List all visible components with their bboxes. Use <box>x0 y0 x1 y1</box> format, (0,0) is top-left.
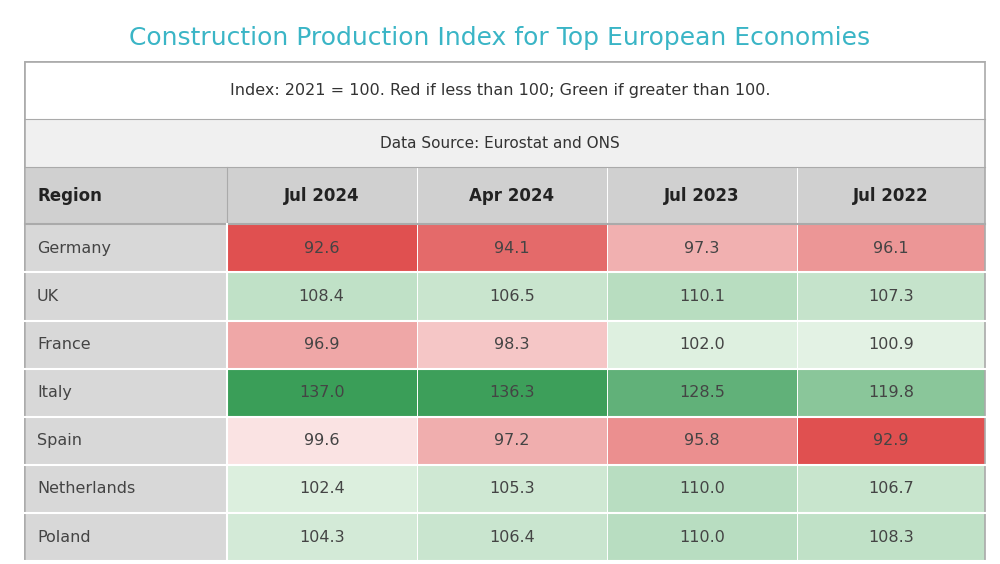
Bar <box>25 62 985 561</box>
Bar <box>417 513 607 561</box>
Bar <box>607 369 797 417</box>
Text: 106.5: 106.5 <box>489 289 535 304</box>
Bar <box>797 513 985 561</box>
Text: 128.5: 128.5 <box>679 385 725 400</box>
Bar <box>227 167 417 224</box>
Text: 97.3: 97.3 <box>684 241 719 256</box>
Bar <box>227 513 417 561</box>
Text: Apr 2024: Apr 2024 <box>469 187 554 205</box>
Bar <box>417 167 607 224</box>
Text: Data Source: Eurostat and ONS: Data Source: Eurostat and ONS <box>380 136 620 151</box>
Text: 96.1: 96.1 <box>873 241 909 256</box>
Bar <box>25 62 985 120</box>
Text: France: France <box>37 337 91 352</box>
Bar <box>25 320 227 369</box>
Text: Germany: Germany <box>37 241 111 256</box>
Bar <box>25 417 227 465</box>
Text: 105.3: 105.3 <box>489 482 535 496</box>
Bar <box>25 120 985 167</box>
Bar <box>227 417 417 465</box>
Text: 97.2: 97.2 <box>494 433 529 448</box>
Bar <box>417 224 607 272</box>
Bar <box>227 369 417 417</box>
Bar <box>607 320 797 369</box>
Text: 136.3: 136.3 <box>489 385 534 400</box>
Text: 104.3: 104.3 <box>299 530 344 545</box>
Text: 108.4: 108.4 <box>299 289 345 304</box>
Text: 100.9: 100.9 <box>868 337 914 352</box>
Text: 106.7: 106.7 <box>868 482 914 496</box>
Bar <box>607 417 797 465</box>
Bar <box>25 224 227 272</box>
Bar <box>227 272 417 320</box>
Text: Jul 2024: Jul 2024 <box>284 187 359 205</box>
Text: 110.0: 110.0 <box>679 530 725 545</box>
Bar <box>25 465 227 513</box>
Text: Jul 2022: Jul 2022 <box>853 187 929 205</box>
Text: 102.0: 102.0 <box>679 337 725 352</box>
Bar <box>25 513 227 561</box>
Bar <box>797 369 985 417</box>
Bar <box>25 369 227 417</box>
Text: 98.3: 98.3 <box>494 337 529 352</box>
Text: Poland: Poland <box>37 530 91 545</box>
Bar <box>25 167 227 224</box>
Bar <box>227 224 417 272</box>
Text: 95.8: 95.8 <box>684 433 720 448</box>
Text: UK: UK <box>37 289 59 304</box>
Bar <box>417 272 607 320</box>
Text: Netherlands: Netherlands <box>37 482 135 496</box>
Text: 110.0: 110.0 <box>679 482 725 496</box>
Bar <box>797 417 985 465</box>
Bar <box>25 62 985 561</box>
Bar <box>417 417 607 465</box>
Bar <box>797 320 985 369</box>
Text: 137.0: 137.0 <box>299 385 344 400</box>
Bar <box>607 272 797 320</box>
Text: 99.6: 99.6 <box>304 433 339 448</box>
Text: Jul 2023: Jul 2023 <box>664 187 740 205</box>
Text: 102.4: 102.4 <box>299 482 345 496</box>
Bar <box>797 272 985 320</box>
Bar <box>797 167 985 224</box>
Bar <box>227 320 417 369</box>
Bar <box>227 465 417 513</box>
Text: 107.3: 107.3 <box>868 289 914 304</box>
Text: Index: 2021 = 100. Red if less than 100; Green if greater than 100.: Index: 2021 = 100. Red if less than 100;… <box>230 83 770 98</box>
Bar <box>417 465 607 513</box>
Text: 96.9: 96.9 <box>304 337 339 352</box>
Text: 119.8: 119.8 <box>868 385 914 400</box>
Bar <box>797 465 985 513</box>
Text: Construction Production Index for Top European Economies: Construction Production Index for Top Eu… <box>129 26 871 50</box>
Text: 106.4: 106.4 <box>489 530 535 545</box>
Bar <box>607 224 797 272</box>
Text: 94.1: 94.1 <box>494 241 530 256</box>
Bar <box>797 224 985 272</box>
Bar <box>607 513 797 561</box>
Bar <box>417 369 607 417</box>
Text: Region: Region <box>37 187 102 205</box>
Text: Italy: Italy <box>37 385 72 400</box>
Text: 92.9: 92.9 <box>873 433 909 448</box>
Text: 92.6: 92.6 <box>304 241 339 256</box>
Bar <box>417 320 607 369</box>
Bar <box>607 167 797 224</box>
Bar <box>25 272 227 320</box>
Bar <box>607 465 797 513</box>
Text: Spain: Spain <box>37 433 82 448</box>
Text: 110.1: 110.1 <box>679 289 725 304</box>
Text: 108.3: 108.3 <box>868 530 914 545</box>
